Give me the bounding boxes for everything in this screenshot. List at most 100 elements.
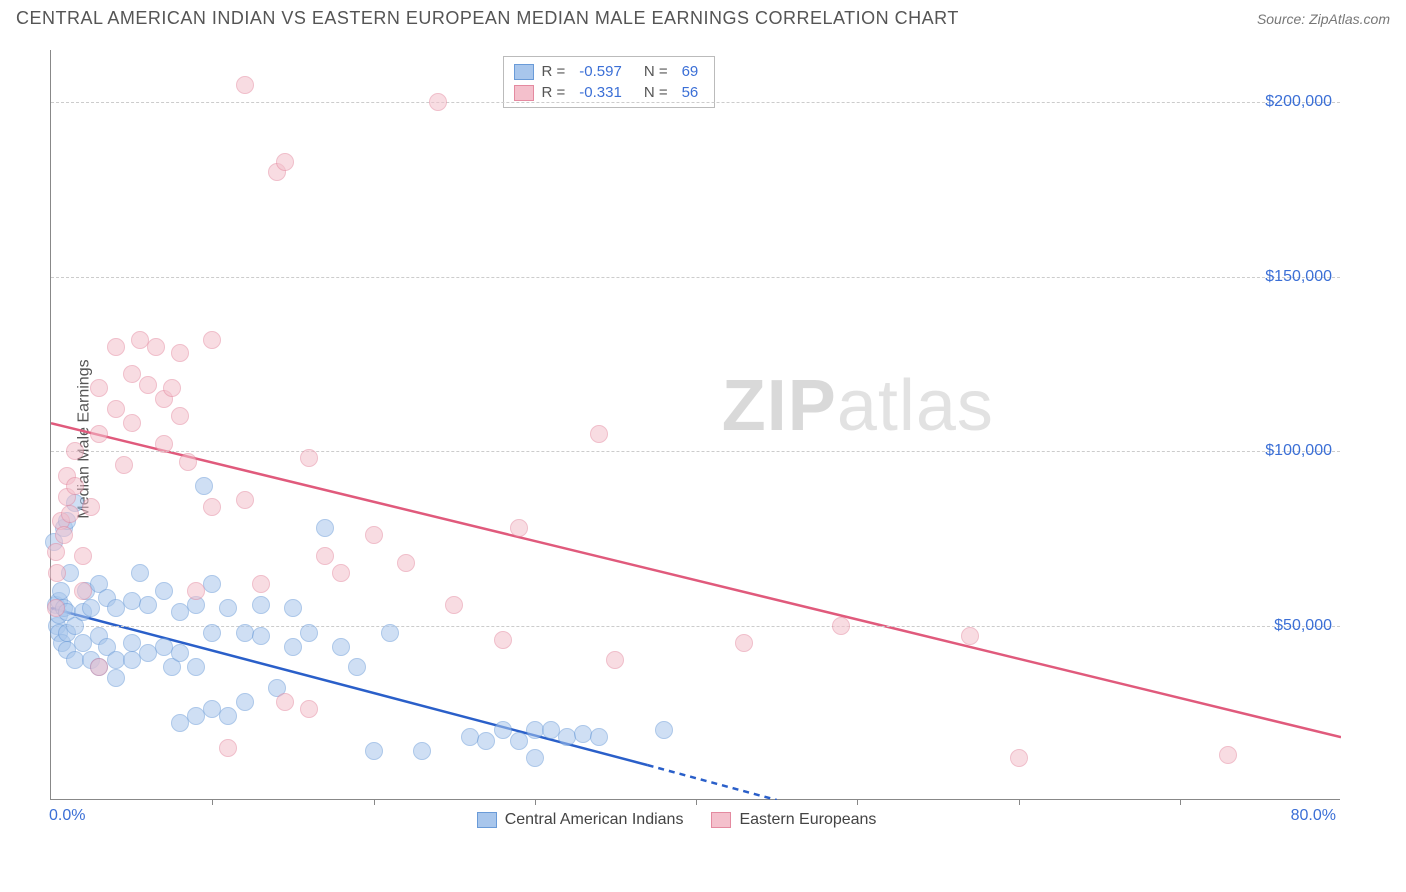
scatter-point — [47, 599, 65, 617]
x-tick-mark — [1180, 799, 1181, 805]
scatter-point — [494, 721, 512, 739]
scatter-point — [123, 634, 141, 652]
scatter-point — [236, 624, 254, 642]
scatter-point — [139, 376, 157, 394]
scatter-point — [123, 365, 141, 383]
gridline — [51, 277, 1340, 278]
scatter-point — [90, 379, 108, 397]
watermark-bold: ZIP — [722, 366, 837, 446]
scatter-point — [961, 627, 979, 645]
legend-r-value: -0.597 — [579, 63, 622, 80]
scatter-point — [219, 707, 237, 725]
legend-swatch — [514, 64, 534, 80]
scatter-point — [107, 669, 125, 687]
scatter-point — [52, 582, 70, 600]
scatter-point — [477, 732, 495, 750]
correlation-legend-row: R = -0.597 N = 69 — [514, 61, 705, 82]
scatter-point — [300, 449, 318, 467]
scatter-point — [365, 526, 383, 544]
scatter-point — [219, 599, 237, 617]
correlation-legend-row: R =-0.331N =56 — [514, 82, 705, 103]
scatter-point — [61, 505, 79, 523]
chart-header: CENTRAL AMERICAN INDIAN VS EASTERN EUROP… — [0, 0, 1406, 33]
scatter-point — [236, 76, 254, 94]
scatter-point — [590, 728, 608, 746]
legend-n-label: N = — [644, 63, 668, 80]
scatter-point — [155, 435, 173, 453]
scatter-point — [590, 425, 608, 443]
scatter-point — [82, 498, 100, 516]
scatter-point — [445, 596, 463, 614]
scatter-point — [365, 742, 383, 760]
scatter-point — [348, 658, 366, 676]
scatter-point — [655, 721, 673, 739]
legend-r-label: R = — [542, 63, 566, 80]
scatter-point — [300, 700, 318, 718]
scatter-point — [735, 634, 753, 652]
scatter-point — [107, 400, 125, 418]
x-max-label: 80.0% — [1291, 807, 1336, 825]
scatter-point — [252, 627, 270, 645]
scatter-point — [163, 379, 181, 397]
scatter-point — [55, 526, 73, 544]
scatter-point — [558, 728, 576, 746]
scatter-point — [90, 658, 108, 676]
scatter-point — [171, 407, 189, 425]
scatter-point — [316, 547, 334, 565]
scatter-point — [300, 624, 318, 642]
scatter-point — [276, 693, 294, 711]
scatter-point — [47, 543, 65, 561]
legend-r-value: -0.331 — [579, 84, 622, 101]
scatter-point — [187, 582, 205, 600]
series-legend: Central American Indians Eastern European… — [477, 811, 877, 829]
legend-swatch — [477, 812, 497, 828]
scatter-point — [187, 658, 205, 676]
scatter-point — [90, 425, 108, 443]
scatter-point — [195, 477, 213, 495]
x-tick-mark — [374, 799, 375, 805]
legend-n-label: N = — [644, 84, 668, 101]
chart-title: CENTRAL AMERICAN INDIAN VS EASTERN EUROP… — [16, 8, 959, 29]
scatter-point — [252, 596, 270, 614]
scatter-point — [332, 564, 350, 582]
y-tick-label: $100,000 — [1265, 442, 1332, 460]
series-legend-item: Eastern Europeans — [711, 811, 876, 829]
scatter-point — [606, 651, 624, 669]
scatter-point — [236, 491, 254, 509]
trend-lines — [51, 50, 1341, 800]
scatter-point — [316, 519, 334, 537]
scatter-point — [115, 456, 133, 474]
scatter-point — [203, 498, 221, 516]
scatter-point — [284, 638, 302, 656]
series-legend-label: Central American Indians — [505, 811, 684, 829]
scatter-point — [123, 592, 141, 610]
correlation-legend: R =-0.597N =69R =-0.331N =56 — [503, 56, 716, 108]
scatter-point — [413, 742, 431, 760]
scatter-point — [171, 644, 189, 662]
scatter-point — [74, 582, 92, 600]
scatter-point — [526, 749, 544, 767]
scatter-point — [284, 599, 302, 617]
gridline — [51, 102, 1340, 103]
series-legend-item: Central American Indians — [477, 811, 684, 829]
legend-swatch — [514, 85, 534, 101]
scatter-point — [48, 564, 66, 582]
scatter-point — [332, 638, 350, 656]
x-tick-mark — [696, 799, 697, 805]
scatter-point — [1219, 746, 1237, 764]
scatter-point — [147, 338, 165, 356]
legend-r-label: R = — [542, 84, 566, 101]
gridline — [51, 451, 1340, 452]
scatter-point — [494, 631, 512, 649]
legend-n-value: 69 — [682, 63, 699, 80]
scatter-point — [74, 547, 92, 565]
scatter-point — [236, 693, 254, 711]
x-tick-mark — [857, 799, 858, 805]
scatter-point — [203, 575, 221, 593]
scatter-point — [82, 599, 100, 617]
scatter-point — [131, 564, 149, 582]
scatter-point — [574, 725, 592, 743]
scatter-point — [66, 477, 84, 495]
scatter-point — [203, 331, 221, 349]
x-tick-mark — [212, 799, 213, 805]
